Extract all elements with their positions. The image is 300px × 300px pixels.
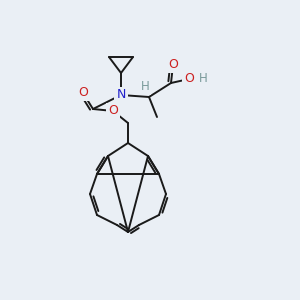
Text: H: H [141,80,149,94]
Text: O: O [108,104,118,118]
Text: O: O [168,58,178,71]
Text: H: H [199,73,207,85]
Text: N: N [116,88,126,101]
Text: O: O [78,86,88,100]
Text: O: O [184,73,194,85]
